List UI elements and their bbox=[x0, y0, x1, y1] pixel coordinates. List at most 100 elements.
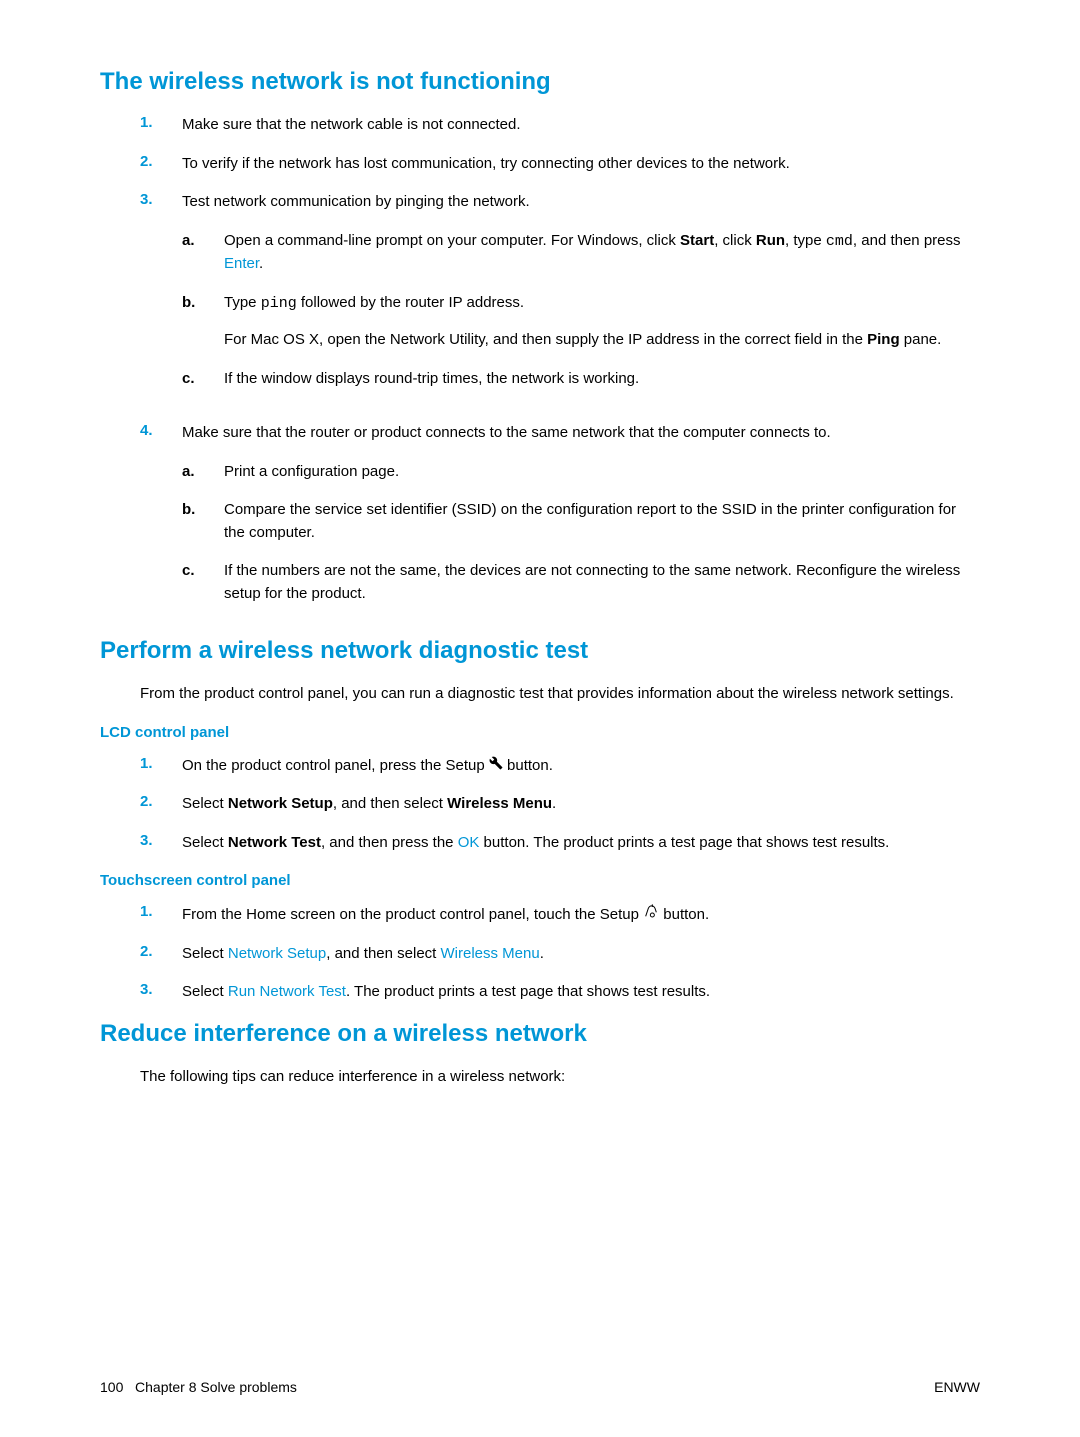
touch-list: 1. From the Home screen on the product c… bbox=[140, 903, 980, 1004]
text: , and then select bbox=[326, 945, 440, 962]
text: , click bbox=[714, 232, 756, 249]
sub-letter: b. bbox=[182, 292, 224, 352]
list-item: 3. Select Run Network Test. The product … bbox=[140, 981, 980, 1004]
sub-text: If the numbers are not the same, the dev… bbox=[224, 560, 980, 605]
text: Select bbox=[182, 983, 228, 1000]
sub-item: b. Compare the service set identifier (S… bbox=[182, 499, 980, 544]
item-text: Select Run Network Test. The product pri… bbox=[182, 981, 980, 1004]
code-text: cmd bbox=[826, 233, 853, 250]
text: , and then press the bbox=[321, 834, 458, 851]
sub-item: a. Open a command-line prompt on your co… bbox=[182, 230, 980, 276]
list-item: 2. Select Network Setup, and then select… bbox=[140, 943, 980, 966]
text: , and then press bbox=[853, 232, 961, 249]
sub-letter: a. bbox=[182, 461, 224, 484]
text: , type bbox=[785, 232, 826, 249]
item-number: 2. bbox=[140, 153, 182, 176]
bold-text: Start bbox=[680, 232, 714, 249]
bold-text: Network Setup bbox=[228, 795, 333, 812]
text: . The product prints a test page that sh… bbox=[346, 983, 710, 1000]
item-text: Select Network Test, and then press the … bbox=[182, 832, 980, 855]
item-number: 1. bbox=[140, 114, 182, 137]
section3-title: Reduce interference on a wireless networ… bbox=[100, 1020, 980, 1048]
sub-item: b. Type ping followed by the router IP a… bbox=[182, 292, 980, 352]
item-number: 3. bbox=[140, 832, 182, 855]
page-number: 100 bbox=[100, 1379, 123, 1395]
code-text: ping bbox=[261, 295, 297, 312]
sub-letter: b. bbox=[182, 499, 224, 544]
section1-list: 1. Make sure that the network cable is n… bbox=[140, 114, 980, 621]
text: Select bbox=[182, 945, 228, 962]
text: On the product control panel, press the … bbox=[182, 757, 489, 774]
bold-text: Wireless Menu bbox=[447, 795, 552, 812]
link-text: Run Network Test bbox=[228, 983, 346, 1000]
page-footer: 100 Chapter 8 Solve problems ENWW bbox=[100, 1379, 980, 1395]
bold-text: Run bbox=[756, 232, 785, 249]
sub-text: Compare the service set identifier (SSID… bbox=[224, 499, 980, 544]
touch-heading: Touchscreen control panel bbox=[100, 872, 980, 889]
bold-text: Ping bbox=[867, 331, 900, 348]
item-number: 4. bbox=[140, 422, 182, 621]
link-text: Network Setup bbox=[228, 945, 326, 962]
text: Type bbox=[224, 294, 261, 311]
text: Select bbox=[182, 795, 228, 812]
sub-letter: a. bbox=[182, 230, 224, 276]
item-content: Make sure that the router or product con… bbox=[182, 422, 980, 621]
lcd-list: 1. On the product control panel, press t… bbox=[140, 755, 980, 855]
text: Open a command-line prompt on your compu… bbox=[224, 232, 680, 249]
sub-item: c. If the window displays round-trip tim… bbox=[182, 368, 980, 391]
item-text: To verify if the network has lost commun… bbox=[182, 153, 980, 176]
sub-text: Type ping followed by the router IP addr… bbox=[224, 292, 980, 352]
list-item: 4. Make sure that the router or product … bbox=[140, 422, 980, 621]
setup-icon bbox=[643, 903, 659, 925]
item-text: From the Home screen on the product cont… bbox=[182, 903, 980, 927]
footer-right: ENWW bbox=[934, 1379, 980, 1395]
text: button. bbox=[503, 757, 553, 774]
wrench-icon bbox=[489, 755, 503, 776]
text: followed by the router IP address. bbox=[297, 294, 524, 311]
bold-text: Network Test bbox=[228, 834, 321, 851]
text: , and then select bbox=[333, 795, 447, 812]
text: pane. bbox=[900, 331, 942, 348]
text: Select bbox=[182, 834, 228, 851]
item-text: Select Network Setup, and then select Wi… bbox=[182, 793, 980, 816]
text: button. The product prints a test page t… bbox=[479, 834, 889, 851]
list-item: 2. To verify if the network has lost com… bbox=[140, 153, 980, 176]
item-number: 1. bbox=[140, 903, 182, 927]
sub-letter: c. bbox=[182, 368, 224, 391]
item-text: On the product control panel, press the … bbox=[182, 755, 980, 778]
sub-item: a. Print a configuration page. bbox=[182, 461, 980, 484]
item-content: Test network communication by pinging th… bbox=[182, 191, 980, 406]
footer-left: 100 Chapter 8 Solve problems bbox=[100, 1379, 297, 1395]
item-text: Test network communication by pinging th… bbox=[182, 193, 530, 210]
text: button. bbox=[659, 906, 709, 923]
item-number: 2. bbox=[140, 943, 182, 966]
list-item: 3. Select Network Test, and then press t… bbox=[140, 832, 980, 855]
sub-text: Print a configuration page. bbox=[224, 461, 980, 484]
link-text: OK bbox=[458, 834, 480, 851]
section2-intro: From the product control panel, you can … bbox=[140, 683, 980, 706]
sublist: a. Print a configuration page. b. Compar… bbox=[182, 461, 980, 606]
item-number: 3. bbox=[140, 191, 182, 406]
list-item: 3. Test network communication by pinging… bbox=[140, 191, 980, 406]
sub-item: c. If the numbers are not the same, the … bbox=[182, 560, 980, 605]
text: . bbox=[259, 255, 263, 272]
section1-title: The wireless network is not functioning bbox=[100, 68, 980, 96]
text: . bbox=[552, 795, 556, 812]
sublist: a. Open a command-line prompt on your co… bbox=[182, 230, 980, 391]
text: For Mac OS X, open the Network Utility, … bbox=[224, 331, 867, 348]
link-text: Wireless Menu bbox=[441, 945, 540, 962]
section2-title: Perform a wireless network diagnostic te… bbox=[100, 637, 980, 665]
extra-para: For Mac OS X, open the Network Utility, … bbox=[224, 329, 980, 352]
chapter-label: Chapter 8 Solve problems bbox=[135, 1379, 297, 1395]
item-number: 2. bbox=[140, 793, 182, 816]
lcd-heading: LCD control panel bbox=[100, 724, 980, 741]
sub-text: If the window displays round-trip times,… bbox=[224, 368, 980, 391]
list-item: 1. Make sure that the network cable is n… bbox=[140, 114, 980, 137]
item-text: Select Network Setup, and then select Wi… bbox=[182, 943, 980, 966]
item-number: 1. bbox=[140, 755, 182, 778]
text: From the Home screen on the product cont… bbox=[182, 906, 643, 923]
item-text: Make sure that the router or product con… bbox=[182, 424, 831, 441]
text: . bbox=[540, 945, 544, 962]
list-item: 1. On the product control panel, press t… bbox=[140, 755, 980, 778]
section3-intro: The following tips can reduce interferen… bbox=[140, 1066, 980, 1089]
